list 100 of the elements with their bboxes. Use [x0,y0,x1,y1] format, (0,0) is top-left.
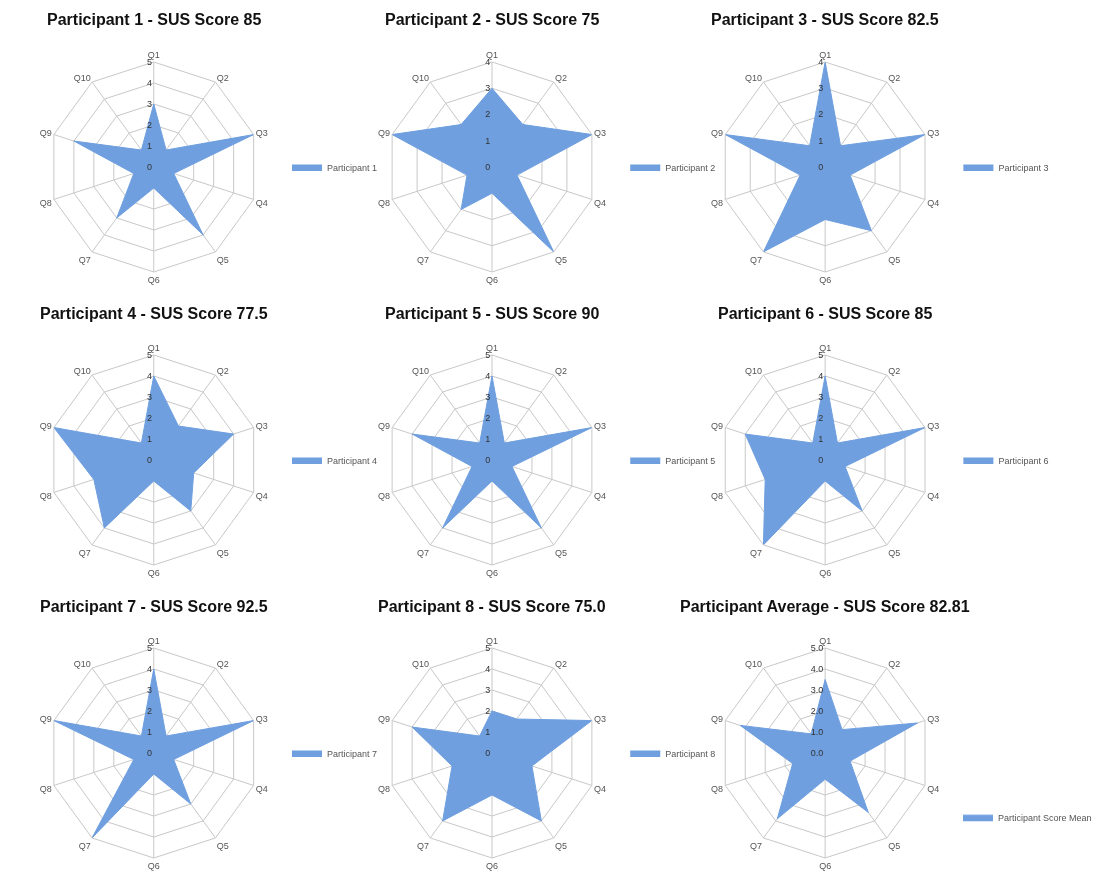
spoke-label: Q2 [555,72,568,83]
spoke-label: Q6 [485,568,499,579]
spoke-label: Q4 [255,197,268,208]
spoke-label: Q4 [594,197,607,208]
spoke-label: Q3 [927,421,940,432]
spoke-label: Q4 [927,197,940,208]
spoke-label: Q2 [888,365,901,376]
spoke-label: Q5 [216,254,229,265]
y-tick-label: 1 [146,726,152,737]
spoke-label: Q1 [147,635,160,646]
y-tick-label: 4 [818,370,824,381]
chart-title: Participant 5 - SUS Score 90 [385,305,600,322]
chart-title: Participant 8 - SUS Score 75.0 [378,598,606,615]
legend-label: Participant 8 [665,748,716,759]
spoke-label: Q5 [555,840,568,851]
y-tick-label: 2 [485,705,491,716]
spoke-label: Q3 [594,128,607,139]
spoke-label: Q3 [594,714,607,725]
chart-title: Participant 7 - SUS Score 92.5 [40,598,268,615]
spoke-label: Q3 [255,421,268,432]
spoke-label: Q5 [216,840,229,851]
y-tick-label: 3 [818,391,824,402]
y-tick-label: 3 [146,391,152,402]
spoke-label: Q9 [39,128,52,139]
y-tick-label: 3 [485,684,491,695]
y-tick-label: 1 [485,726,491,737]
y-tick-label: 1 [485,433,491,444]
spoke-label: Q1 [819,635,832,646]
spoke-label: Q5 [888,840,901,851]
spoke-label: Q7 [78,840,91,851]
spoke-label: Q9 [711,714,724,725]
spoke-label: Q7 [78,547,91,558]
chart-title: Participant 6 - SUS Score 85 [718,305,933,322]
y-tick-label: 2 [146,119,152,130]
y-tick-label: 3 [485,83,491,94]
y-tick-label: 2 [485,109,491,120]
spoke-label: Q6 [147,861,160,872]
spoke-label: Q1 [485,635,499,646]
spoke-label: Q10 [411,365,429,376]
spoke-label: Q6 [819,861,832,872]
spoke-label: Q9 [377,714,390,725]
spoke-label: Q1 [485,49,499,60]
legend-label: Participant 6 [998,455,1049,466]
spoke-label: Q2 [888,72,901,83]
chart-title: Participant Average - SUS Score 82.81 [680,598,970,615]
y-tick-label: 1 [146,433,152,444]
spoke-label: Q8 [39,783,52,794]
spoke-label: Q10 [411,658,429,669]
y-tick-label: 4 [146,370,152,381]
spoke-label: Q10 [73,72,91,83]
legend-label: Participant 3 [998,162,1049,173]
spoke-label: Q7 [750,547,763,558]
y-tick-label: 1 [485,135,491,146]
spoke-label: Q1 [147,342,160,353]
spoke-label: Q3 [927,128,940,139]
spoke-label: Q10 [745,658,763,669]
spoke-label: Q1 [819,342,832,353]
spoke-label: Q3 [594,421,607,432]
spoke-label: Q8 [377,490,390,501]
spoke-label: Q7 [416,840,429,851]
spoke-label: Q9 [39,714,52,725]
y-tick-label: 0 [818,161,824,172]
spoke-label: Q9 [39,421,52,432]
spoke-label: Q5 [555,547,568,558]
chart-title: Participant 3 - SUS Score 82.5 [711,11,939,28]
spoke-label: Q8 [39,197,52,208]
spoke-label: Q4 [255,783,268,794]
y-tick-label: 3 [818,83,824,94]
spoke-label: Q9 [711,421,724,432]
spoke-label: Q4 [927,490,940,501]
spoke-label: Q10 [73,365,91,376]
spoke-label: Q1 [485,342,499,353]
y-tick-label: 4 [485,370,491,381]
y-tick-label: 2 [485,412,491,423]
spoke-label: Q5 [888,254,901,265]
y-tick-label: 3.0 [810,684,824,695]
legend-label: Participant Score Mean [998,812,1092,823]
spoke-label: Q5 [888,547,901,558]
y-tick-label: 0 [146,161,152,172]
spoke-label: Q6 [819,275,832,286]
chart-title: Participant 4 - SUS Score 77.5 [40,305,268,322]
y-tick-label: 4 [146,77,152,88]
chart-title: Participant 2 - SUS Score 75 [385,11,600,28]
spoke-label: Q1 [147,49,160,60]
spoke-label: Q6 [485,275,499,286]
spoke-label: Q2 [555,658,568,669]
y-tick-label: 4.0 [810,663,824,674]
y-tick-label: 0 [146,454,152,465]
y-tick-label: 1 [818,433,824,444]
legend-label: Participant 1 [327,162,378,173]
spoke-label: Q6 [485,861,499,872]
spoke-label: Q6 [147,275,160,286]
y-tick-label: 0 [485,747,491,758]
y-tick-label: 0 [485,454,491,465]
y-tick-label: 3 [146,684,152,695]
y-tick-label: 1.0 [810,726,824,737]
spoke-label: Q5 [555,254,568,265]
spoke-label: Q10 [745,72,763,83]
spoke-label: Q7 [416,254,429,265]
spoke-label: Q8 [711,197,724,208]
